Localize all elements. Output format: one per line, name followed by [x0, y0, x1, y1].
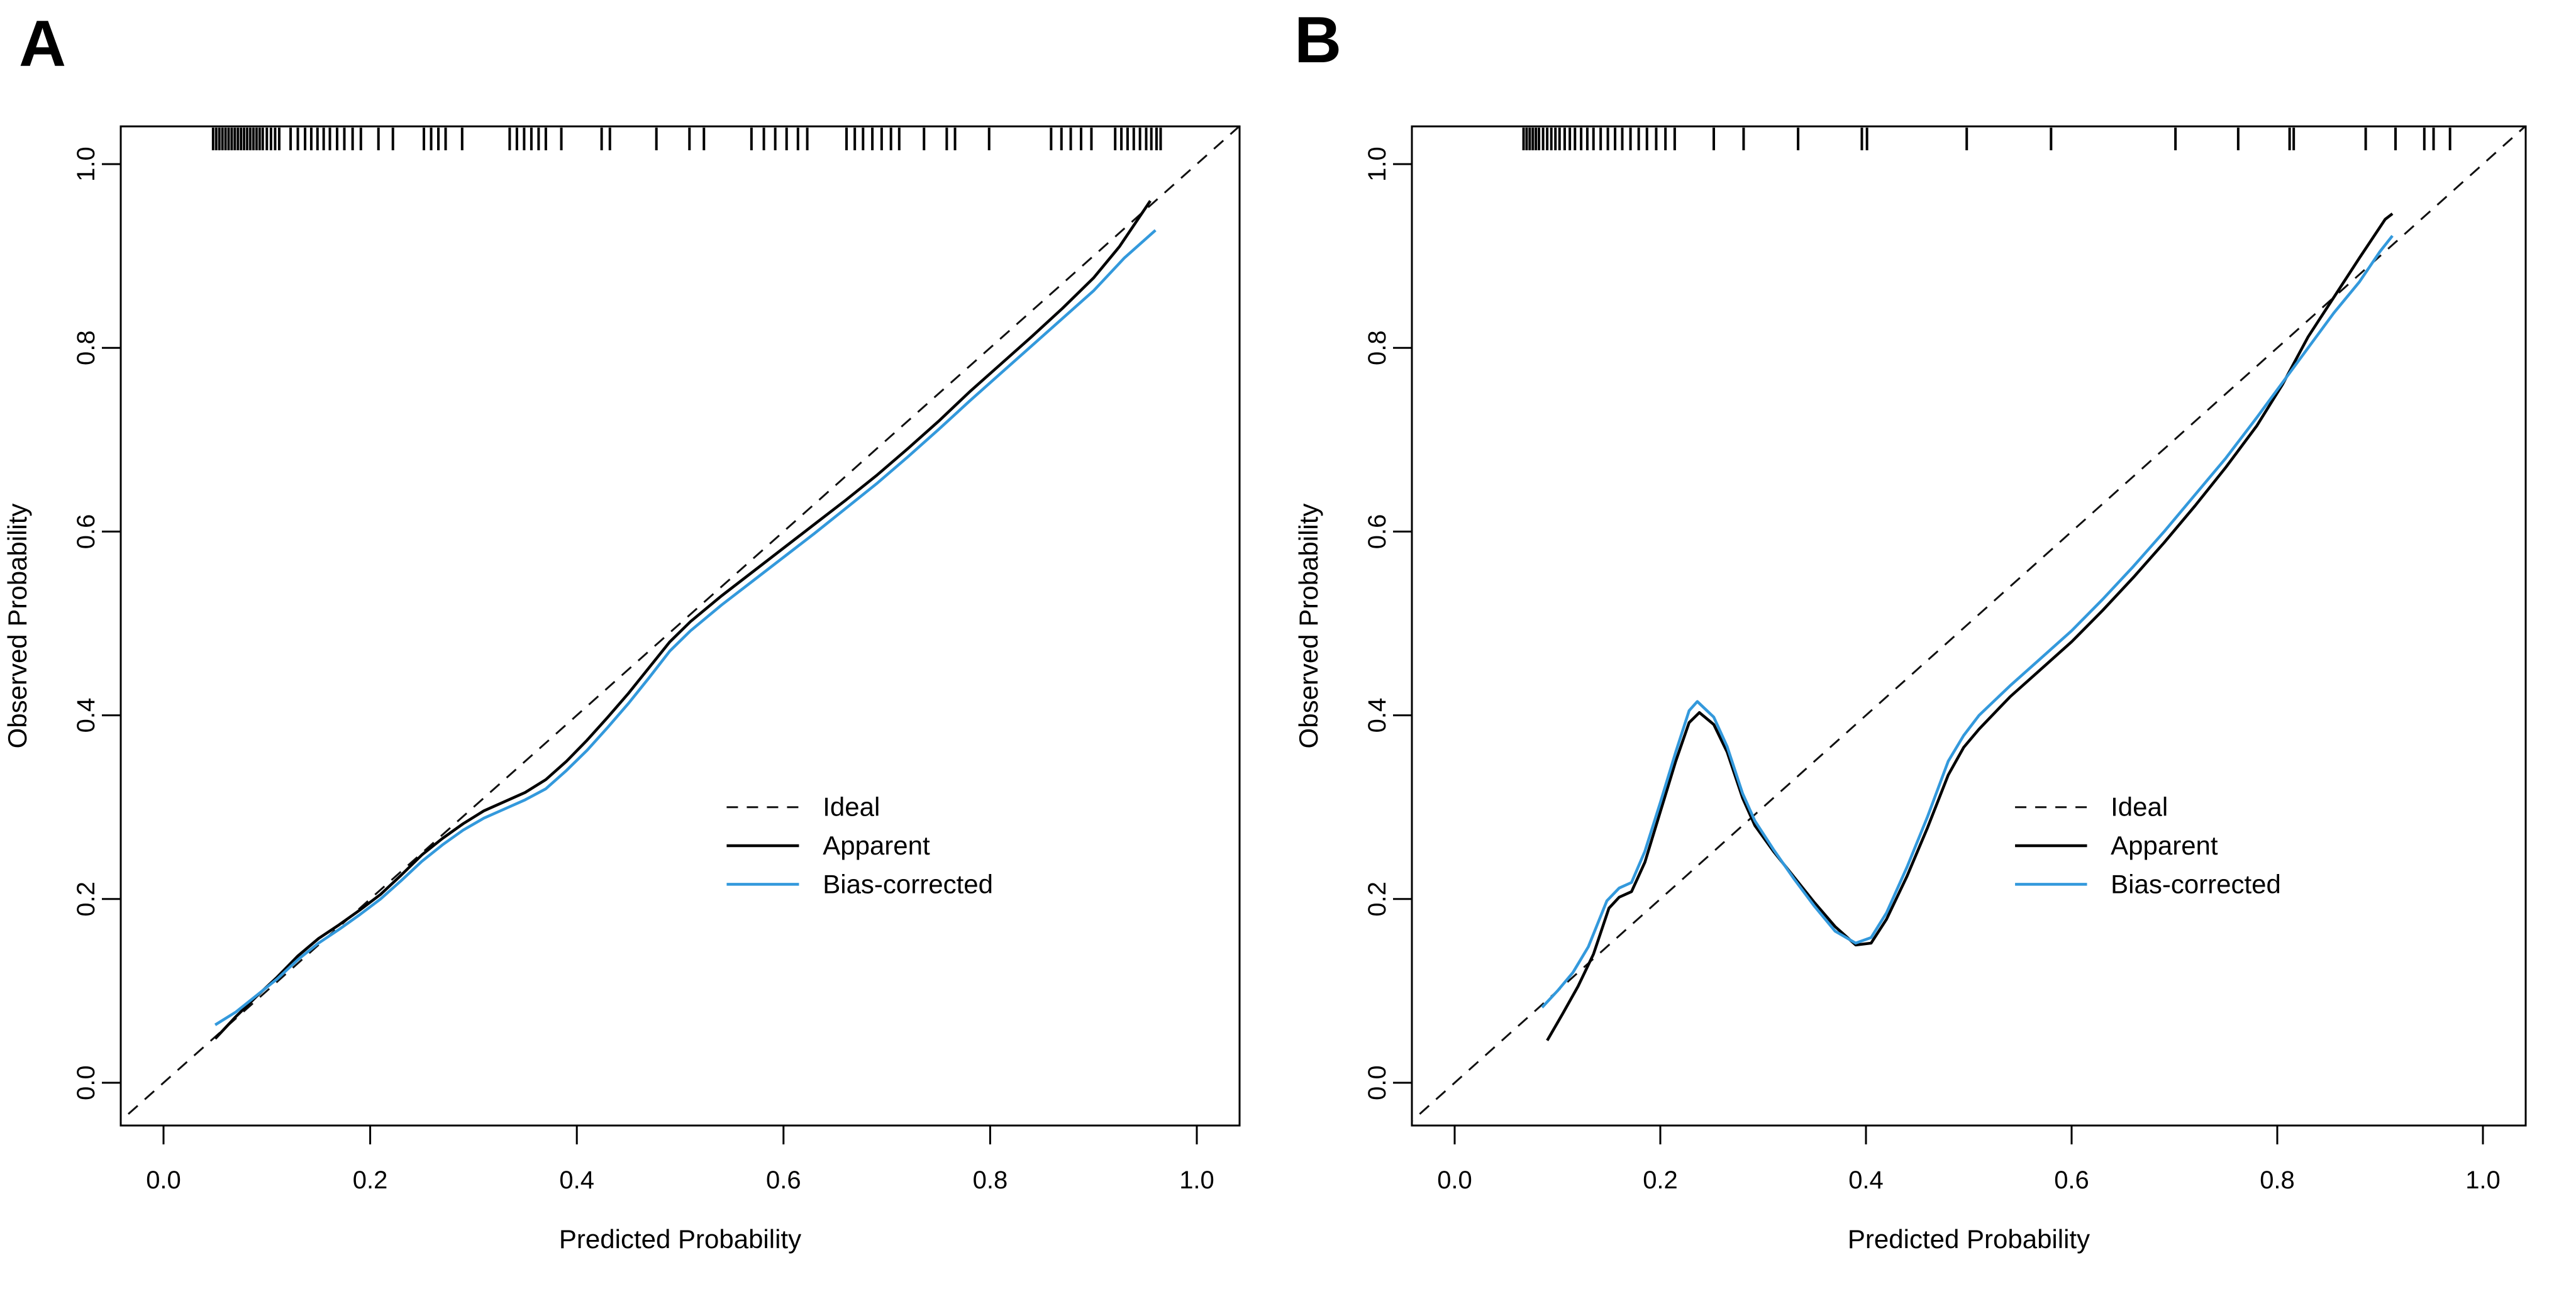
legend-label: Bias-corrected [2111, 869, 2281, 899]
y-tick-label: 0.2 [1363, 882, 1391, 917]
y-tick-label: 0.4 [1363, 698, 1391, 733]
series-bias-corrected [214, 229, 1157, 1026]
series-ideal [1412, 126, 2526, 1122]
x-tick-label: 0.6 [766, 1166, 801, 1194]
y-tick-label: 0.2 [72, 882, 100, 917]
series-group [121, 126, 1240, 1122]
legend: Ideal Apparent Bias-corrected [726, 792, 993, 899]
legend-label: Apparent [2111, 831, 2218, 860]
legend-label: Ideal [2111, 792, 2168, 822]
x-tick-label: 0.8 [2260, 1166, 2295, 1194]
rug-plot [211, 128, 1162, 150]
y-tick-label: 1.0 [1363, 147, 1391, 182]
panel-b-label: B [1294, 4, 1342, 77]
legend-label: Apparent [823, 831, 930, 860]
x-tick-label: 0.0 [1437, 1166, 1472, 1194]
plot-box [1411, 125, 2527, 1127]
x-tick-label: 0.4 [559, 1166, 594, 1194]
series-ideal [121, 126, 1240, 1122]
panel-A: 0.0 0.2 0.4 0.6 0.8 1.0 0.0 0.2 0.4 0.6 0.8 1.0 Pred… [3, 125, 1241, 1254]
series-apparent [1546, 213, 2394, 1041]
x-tick-label: 0.2 [1643, 1166, 1678, 1194]
y-tick-label: 0.4 [72, 698, 100, 733]
y-tick-label: 0.0 [72, 1065, 100, 1100]
x-tick-label: 0.2 [353, 1166, 388, 1194]
panel-a-label: A [19, 8, 67, 80]
y-tick-label: 1.0 [72, 147, 100, 182]
legend: Ideal Apparent Bias-corrected [2015, 792, 2281, 899]
x-tick-label: 0.0 [146, 1166, 181, 1194]
panel-B: 0.0 0.2 0.4 0.6 0.8 1.0 0.0 0.2 0.4 0.6 0.8 1.0 Pred… [1294, 125, 2527, 1254]
y-tick-label: 0.8 [1363, 330, 1391, 365]
y-axis-label: Observed Probability [1294, 504, 1323, 749]
x-tick-label: 0.6 [2054, 1166, 2089, 1194]
series-bias-corrected [1541, 235, 2394, 1009]
series-apparent [214, 200, 1152, 1040]
series-group [1412, 126, 2526, 1122]
y-tick-label: 0.6 [1363, 514, 1391, 550]
y-axis-label: Observed Probability [3, 504, 32, 749]
rug-plot [1522, 128, 2451, 150]
x-tick-label: 0.4 [1848, 1166, 1884, 1194]
y-tick-label: 0.8 [72, 330, 100, 365]
x-axis-label: Predicted Probability [559, 1224, 801, 1254]
x-tick-label: 1.0 [2465, 1166, 2501, 1194]
x-tick-label: 0.8 [973, 1166, 1008, 1194]
legend-label: Ideal [823, 792, 880, 822]
x-axis-label: Predicted Probability [1848, 1224, 2090, 1254]
x-tick-label: 1.0 [1179, 1166, 1214, 1194]
y-tick-label: 0.6 [72, 514, 100, 550]
legend-label: Bias-corrected [823, 869, 993, 899]
plot-box [119, 125, 1241, 1127]
y-tick-label: 0.0 [1363, 1065, 1391, 1100]
